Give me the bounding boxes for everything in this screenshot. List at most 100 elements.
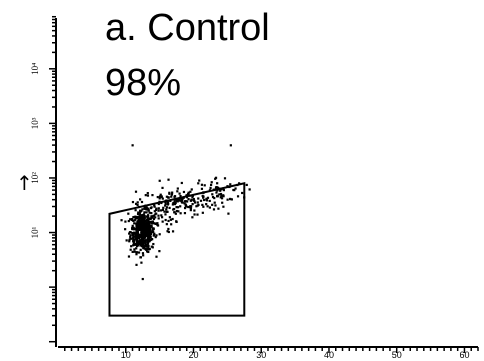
data-point: [131, 200, 135, 204]
data-point: [208, 199, 211, 203]
data-point: [185, 205, 188, 208]
data-point: [158, 179, 161, 182]
data-point: [136, 201, 139, 204]
data-point: [173, 198, 177, 201]
data-point: [156, 224, 160, 227]
data-point: [151, 230, 154, 233]
data-point: [149, 235, 152, 239]
data-point: [221, 201, 224, 204]
data-point: [180, 200, 183, 203]
data-point: [124, 220, 127, 223]
data-point: [146, 245, 149, 248]
data-point: [144, 230, 147, 233]
data-point: [211, 193, 214, 196]
data-point: [236, 183, 239, 187]
data-point: [201, 211, 204, 214]
data-point: [165, 195, 168, 198]
data-point: [234, 187, 237, 190]
data-point: [165, 206, 168, 209]
data-point: [213, 196, 216, 200]
data-point: [142, 220, 145, 223]
data-point: [187, 191, 190, 194]
chart-title: a. Control 98%: [105, 7, 270, 104]
data-point: [202, 198, 206, 202]
data-point: [167, 230, 170, 234]
data-point: [188, 206, 191, 209]
data-point: [151, 220, 155, 223]
data-point: [134, 190, 138, 193]
data-point: [142, 213, 145, 216]
data-point: [131, 231, 134, 235]
data-point: [222, 189, 225, 192]
data-point: [131, 250, 134, 253]
data-point: [145, 223, 148, 226]
data-point: [135, 263, 138, 266]
data-point: [198, 179, 201, 182]
data-point: [135, 222, 138, 225]
data-point: [219, 189, 222, 192]
data-point: [154, 208, 158, 212]
data-point: [134, 209, 137, 212]
data-point: [183, 200, 187, 203]
data-point: [142, 237, 145, 241]
data-point: [164, 218, 167, 222]
data-point: [218, 187, 221, 190]
data-point: [149, 220, 152, 224]
data-point: [145, 218, 149, 222]
data-point: [129, 234, 132, 237]
data-point: [128, 232, 131, 235]
data-point: [135, 247, 138, 250]
data-point: [146, 217, 149, 220]
data-point: [191, 202, 194, 206]
data-point: [145, 215, 148, 218]
data-point: [219, 192, 223, 196]
data-point: [124, 228, 127, 231]
data-point: [152, 222, 155, 225]
data-point: [229, 183, 232, 186]
data-point: [170, 223, 173, 226]
data-point: [208, 206, 211, 209]
data-point: [215, 186, 218, 189]
data-point: [189, 209, 192, 212]
data-point: [139, 244, 142, 247]
data-point: [153, 205, 156, 208]
data-point: [137, 218, 141, 221]
data-point: [216, 182, 219, 185]
data-point: [220, 197, 224, 200]
data-point: [145, 221, 148, 225]
data-point: [229, 144, 232, 147]
data-point: [175, 209, 178, 213]
data-point: [159, 209, 163, 212]
data-point: [183, 202, 186, 205]
data-point: [167, 196, 170, 199]
data-point: [151, 222, 154, 225]
data-point: [222, 195, 225, 198]
data-point: [128, 231, 132, 234]
data-point: [155, 255, 158, 258]
data-point: [139, 239, 142, 242]
data-point: [145, 208, 148, 211]
data-point: [137, 215, 141, 218]
data-point: [157, 217, 160, 220]
data-point: [150, 211, 153, 215]
data-point: [243, 196, 246, 199]
data-point: [210, 181, 213, 184]
data-point: [149, 233, 152, 236]
data-point: [177, 199, 180, 202]
data-point: [170, 195, 173, 198]
data-point: [132, 243, 136, 246]
data-point: [167, 227, 170, 231]
data-point: [136, 237, 139, 240]
data-point: [136, 203, 139, 207]
data-point: [136, 241, 139, 244]
data-point: [146, 194, 150, 197]
data-point: [132, 219, 135, 222]
data-point: [205, 197, 208, 200]
data-point: [190, 198, 193, 201]
data-point: [202, 205, 205, 208]
data-point: [154, 222, 157, 225]
chart-title-line-2: 98%: [105, 62, 181, 104]
gate-polygon: [108, 182, 246, 317]
data-point: [171, 191, 174, 194]
